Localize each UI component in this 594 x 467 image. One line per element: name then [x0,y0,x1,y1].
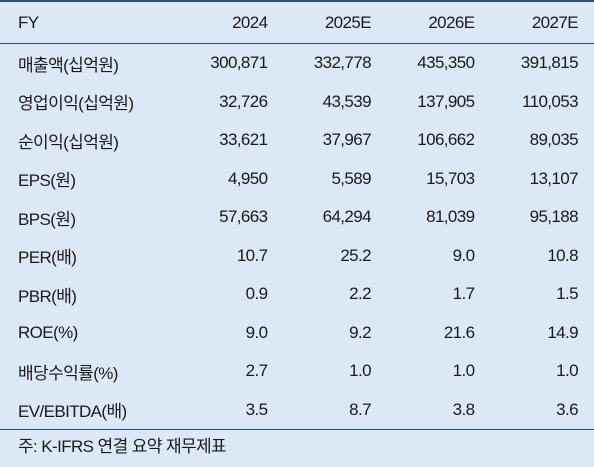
cell-value: 15,703 [426,168,475,188]
cell-value: 89,035 [529,130,579,150]
cell-value: 106,662 [417,130,475,150]
cell-value: 21.6 [443,322,475,342]
table-row: EV/EBITDA(배) 3.5 8.7 3.8 3.6 [0,390,594,430]
row-label: BPS(원) [18,209,76,229]
header-year: 2024 [180,0,284,44]
cell-value: 3.5 [180,390,284,430]
cell-value: 3.8 [387,390,491,430]
cell-value: 1.5 [556,284,578,304]
cell-value: 10.7 [236,245,268,265]
table-row: 순이익(십억원) 33,621 37,967 106,662 89,035 [0,121,594,160]
row-label: ROE(%) [18,322,78,342]
header-year: 2026E [387,0,491,44]
footnote: 주: K-IFRS 연결 요약 재무제표 [18,437,227,456]
row-label: 배당수익률(%) [18,363,118,383]
table-row: BPS(원) 57,663 64,294 81,039 95,188 [0,198,594,237]
cell-value: 332,778 [313,53,372,73]
header-label: FY [0,0,180,44]
row-label: PER(배) [18,248,77,268]
cell-value: 14.9 [547,322,578,342]
cell-value: 32,726 [219,91,268,111]
cell-value: 37,967 [322,130,372,150]
table-row: 영업이익(십억원) 32,726 43,539 137,905 110,053 [0,83,594,122]
cell-value: 435,350 [417,53,475,73]
cell-value: 10.8 [547,245,578,265]
cell-value: 13,107 [529,168,579,188]
table-row: 배당수익률(%) 2.7 1.0 1.0 1.0 [0,352,594,391]
cell-value: 1.7 [452,284,475,304]
cell-value: 81,039 [426,207,475,227]
cell-value: 2.7 [245,361,268,381]
table-row: PBR(배) 0.9 2.2 1.7 1.5 [0,275,594,314]
header-year: 2027E [490,0,594,44]
cell-value: 1.0 [452,361,475,381]
row-label: 순이익(십억원) [18,132,119,152]
cell-value: 4,950 [227,168,268,188]
table-row: PER(배) 10.7 25.2 9.0 10.8 [0,237,594,276]
cell-value: 2.2 [349,284,371,304]
cell-value: 300,871 [210,53,268,73]
cell-value: 1.0 [349,361,371,381]
cell-value: 5,589 [331,168,371,188]
row-label: 매출액(십억원) [18,55,119,75]
financial-table: FY 2024 2025E 2026E 2027E 매출액(십억원) 300,871 332,… [0,0,594,430]
header-row: FY 2024 2025E 2026E 2027E [0,0,594,44]
cell-value: 57,663 [219,207,268,227]
cell-value: 9.2 [349,322,371,342]
cell-value: 137,905 [417,91,475,111]
table-row: EPS(원) 4,950 5,589 15,703 13,107 [0,160,594,199]
cell-value: 8.7 [283,390,387,430]
cell-value: 1.0 [556,361,578,381]
cell-value: 64,294 [322,207,372,227]
cell-value: 9.0 [245,322,268,342]
header-year: 2025E [283,0,387,44]
cell-value: 95,188 [529,207,579,227]
cell-value: 110,053 [522,91,579,111]
cell-value: 0.9 [245,284,268,304]
cell-value: 25.2 [340,245,371,265]
row-label: 영업이익(십억원) [18,94,134,114]
cell-value: 43,539 [322,91,372,111]
cell-value: 33,621 [219,130,268,150]
cell-value: 9.0 [452,245,475,265]
row-label: PBR(배) [18,286,77,306]
row-label: EPS(원) [18,171,76,191]
cell-value: 391,815 [520,53,579,73]
row-label: EV/EBITDA(배) [0,390,180,430]
cell-value: 3.6 [490,390,594,430]
table-row: ROE(%) 9.0 9.2 21.6 14.9 [0,314,594,353]
table-row: 매출액(십억원) 300,871 332,778 435,350 391,815 [0,44,594,83]
